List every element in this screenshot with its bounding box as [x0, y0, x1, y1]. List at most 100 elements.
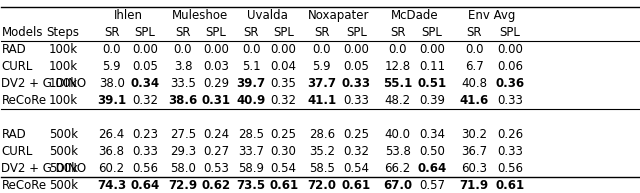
- Text: 33.7: 33.7: [238, 145, 264, 158]
- Text: 0.31: 0.31: [202, 94, 230, 107]
- Text: 0.35: 0.35: [271, 77, 296, 90]
- Text: 0.0: 0.0: [388, 43, 407, 56]
- Text: SPL: SPL: [273, 26, 294, 39]
- Text: 0.32: 0.32: [132, 94, 158, 107]
- Text: SPL: SPL: [422, 26, 443, 39]
- Text: 0.61: 0.61: [342, 179, 371, 192]
- Text: 0.30: 0.30: [271, 145, 296, 158]
- Text: 100k: 100k: [49, 77, 78, 90]
- Text: 0.00: 0.00: [419, 43, 445, 56]
- Text: 0.33: 0.33: [132, 145, 157, 158]
- Text: McDade: McDade: [391, 9, 439, 22]
- Text: SR: SR: [314, 26, 330, 39]
- Text: 0.33: 0.33: [344, 94, 369, 107]
- Text: 0.26: 0.26: [497, 128, 523, 141]
- Text: 3.8: 3.8: [173, 60, 192, 73]
- Text: 41.1: 41.1: [307, 94, 337, 107]
- Text: 0.33: 0.33: [497, 94, 523, 107]
- Text: 0.0: 0.0: [313, 43, 331, 56]
- Text: 40.8: 40.8: [461, 77, 487, 90]
- Text: 0.61: 0.61: [495, 179, 524, 192]
- Text: SPL: SPL: [205, 26, 227, 39]
- Text: 29.3: 29.3: [170, 145, 196, 158]
- Text: 0.00: 0.00: [271, 43, 296, 56]
- Text: 0.05: 0.05: [344, 60, 369, 73]
- Text: SR: SR: [243, 26, 259, 39]
- Text: 58.9: 58.9: [238, 162, 264, 175]
- Text: SPL: SPL: [499, 26, 520, 39]
- Text: ReCoRe: ReCoRe: [1, 94, 47, 107]
- Text: SR: SR: [175, 26, 191, 39]
- Text: 26.4: 26.4: [99, 128, 125, 141]
- Text: 0.32: 0.32: [343, 145, 369, 158]
- Text: 0.57: 0.57: [419, 179, 445, 192]
- Text: 28.6: 28.6: [309, 128, 335, 141]
- Text: 0.29: 0.29: [203, 77, 229, 90]
- Text: DV2 + G DINO: DV2 + G DINO: [1, 77, 86, 90]
- Text: 48.2: 48.2: [385, 94, 411, 107]
- Text: 73.5: 73.5: [237, 179, 266, 192]
- Text: Muleshoe: Muleshoe: [172, 9, 228, 22]
- Text: 5.9: 5.9: [102, 60, 121, 73]
- Text: 0.32: 0.32: [271, 94, 297, 107]
- Text: 60.2: 60.2: [99, 162, 125, 175]
- Text: 0.34: 0.34: [130, 77, 159, 90]
- Text: 40.9: 40.9: [237, 94, 266, 107]
- Text: SPL: SPL: [346, 26, 367, 39]
- Text: 5.9: 5.9: [312, 60, 332, 73]
- Text: RAD: RAD: [1, 128, 26, 141]
- Text: 0.51: 0.51: [417, 77, 447, 90]
- Text: 0.27: 0.27: [203, 145, 229, 158]
- Text: CURL: CURL: [1, 60, 33, 73]
- Text: 39.1: 39.1: [97, 94, 126, 107]
- Text: 0.56: 0.56: [497, 162, 523, 175]
- Text: 500k: 500k: [49, 162, 77, 175]
- Text: 60.3: 60.3: [461, 162, 487, 175]
- Text: 53.8: 53.8: [385, 145, 411, 158]
- Text: 0.34: 0.34: [419, 128, 445, 141]
- Text: 0.24: 0.24: [203, 128, 229, 141]
- Text: 27.5: 27.5: [170, 128, 196, 141]
- Text: 0.06: 0.06: [497, 60, 523, 73]
- Text: Uvalda: Uvalda: [247, 9, 288, 22]
- Text: 38.6: 38.6: [168, 94, 198, 107]
- Text: 33.5: 33.5: [170, 77, 196, 90]
- Text: 0.05: 0.05: [132, 60, 157, 73]
- Text: Noxapater: Noxapater: [308, 9, 370, 22]
- Text: 0.36: 0.36: [495, 77, 524, 90]
- Text: 67.0: 67.0: [383, 179, 412, 192]
- Text: 0.61: 0.61: [269, 179, 298, 192]
- Text: 0.11: 0.11: [419, 60, 445, 73]
- Text: 72.0: 72.0: [307, 179, 337, 192]
- Text: 0.54: 0.54: [271, 162, 297, 175]
- Text: 0.0: 0.0: [173, 43, 192, 56]
- Text: 40.0: 40.0: [385, 128, 411, 141]
- Text: 55.1: 55.1: [383, 77, 412, 90]
- Text: 0.00: 0.00: [344, 43, 369, 56]
- Text: 0.04: 0.04: [271, 60, 297, 73]
- Text: DV2 + G DINO: DV2 + G DINO: [1, 162, 86, 175]
- Text: 58.0: 58.0: [170, 162, 196, 175]
- Text: 0.00: 0.00: [132, 43, 157, 56]
- Text: CURL: CURL: [1, 145, 33, 158]
- Text: SR: SR: [467, 26, 482, 39]
- Text: 0.56: 0.56: [132, 162, 158, 175]
- Text: 35.2: 35.2: [309, 145, 335, 158]
- Text: 6.7: 6.7: [465, 60, 484, 73]
- Text: 0.64: 0.64: [417, 162, 447, 175]
- Text: 0.33: 0.33: [497, 145, 523, 158]
- Text: 0.33: 0.33: [342, 77, 371, 90]
- Text: 0.39: 0.39: [419, 94, 445, 107]
- Text: 500k: 500k: [49, 179, 77, 192]
- Text: 0.0: 0.0: [242, 43, 260, 56]
- Text: 0.54: 0.54: [343, 162, 369, 175]
- Text: 5.1: 5.1: [242, 60, 260, 73]
- Text: 0.23: 0.23: [132, 128, 158, 141]
- Text: 36.8: 36.8: [99, 145, 125, 158]
- Text: 72.9: 72.9: [168, 179, 198, 192]
- Text: 0.62: 0.62: [202, 179, 230, 192]
- Text: 0.00: 0.00: [497, 43, 523, 56]
- Text: 30.2: 30.2: [461, 128, 487, 141]
- Text: 12.8: 12.8: [385, 60, 411, 73]
- Text: 41.6: 41.6: [460, 94, 489, 107]
